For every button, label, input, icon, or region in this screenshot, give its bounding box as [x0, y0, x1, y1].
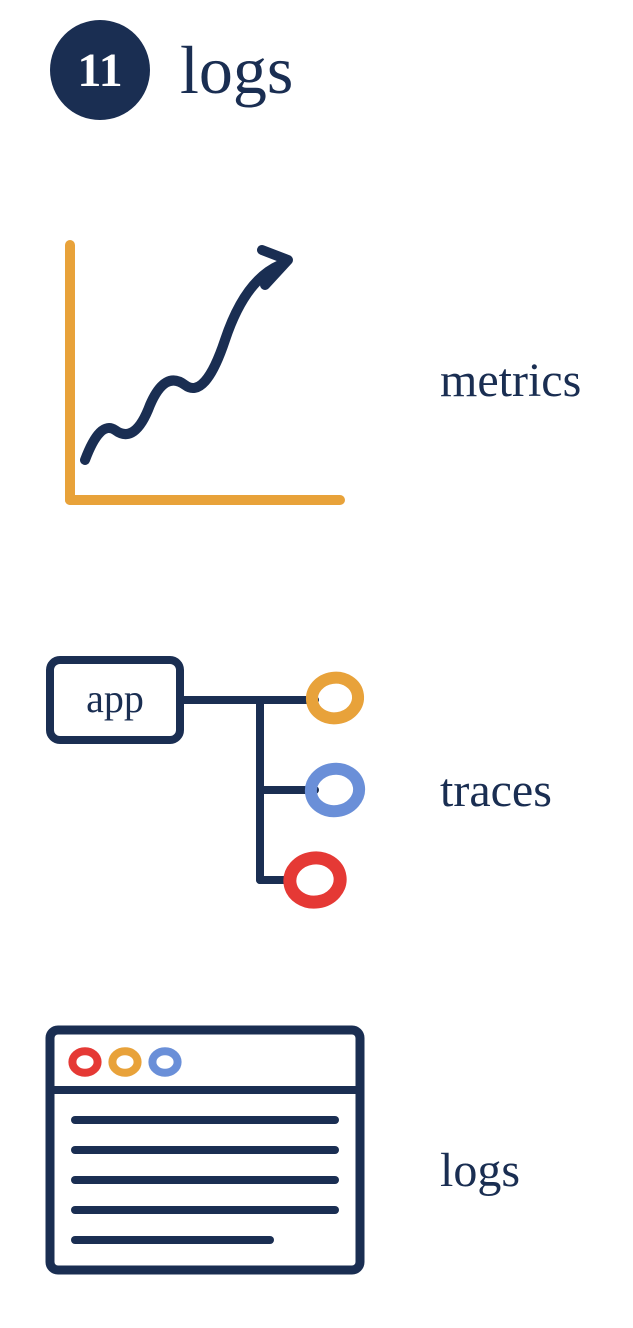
metrics-diagram	[40, 230, 380, 530]
logs-window-icon	[40, 1020, 380, 1290]
badge-number: 11	[77, 43, 122, 98]
traces-label: traces	[440, 763, 552, 818]
metrics-label: metrics	[440, 353, 581, 408]
traces-tree-icon: app	[40, 640, 380, 940]
badge-circle: 11	[50, 20, 150, 120]
metrics-chart-icon	[40, 230, 380, 530]
svg-text:app: app	[86, 676, 144, 721]
logs-diagram	[40, 1020, 380, 1320]
logs-label: logs	[440, 1143, 520, 1198]
section-traces: app traces	[40, 640, 633, 940]
section-metrics: metrics	[40, 230, 633, 530]
traces-diagram: app	[40, 640, 380, 940]
header-title: logs	[180, 31, 293, 110]
header: 11 logs	[50, 20, 293, 120]
section-logs: logs	[40, 1020, 633, 1320]
